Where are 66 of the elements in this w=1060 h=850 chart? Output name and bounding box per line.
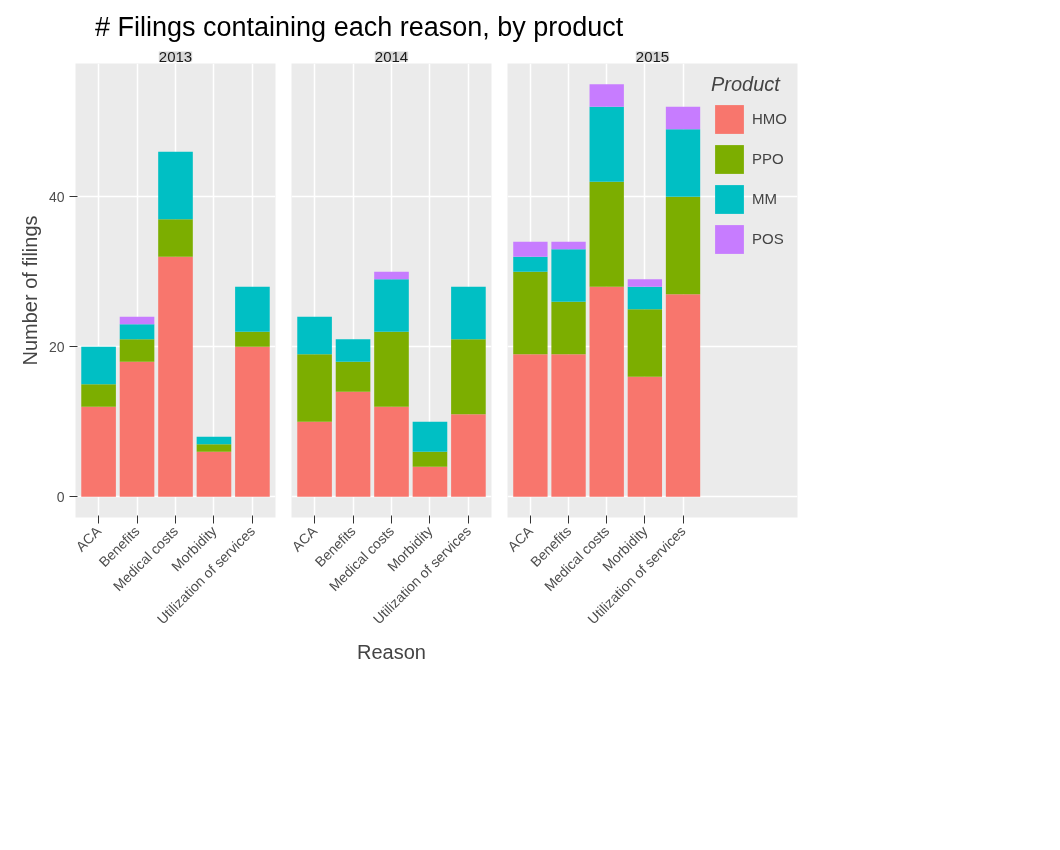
bar (551, 301, 586, 354)
bar (451, 413, 486, 497)
bar (81, 406, 116, 497)
bar (627, 308, 663, 377)
x-axis-title: Reason (357, 640, 426, 663)
bar (513, 256, 548, 272)
bar (627, 376, 663, 497)
bar (119, 316, 155, 324)
bar (374, 406, 409, 497)
bar (665, 196, 701, 294)
chart-subtitle: 2013 (158, 47, 193, 65)
bar (297, 316, 332, 354)
bar (412, 466, 448, 497)
bar (158, 218, 193, 257)
bar (235, 331, 270, 347)
bar (374, 271, 409, 279)
bar (665, 293, 701, 497)
bar (196, 451, 232, 497)
bar (551, 353, 586, 497)
bar (374, 331, 409, 407)
bar (81, 383, 116, 407)
bar (235, 346, 270, 497)
bar (589, 181, 624, 287)
legend-label: MM (752, 190, 777, 208)
bar (335, 391, 371, 497)
bar (412, 421, 448, 452)
bar (589, 83, 624, 107)
bar (158, 151, 193, 219)
bar (119, 361, 155, 497)
legend-label: POS (752, 230, 784, 248)
bar (412, 451, 448, 467)
bar (119, 323, 155, 339)
bar (451, 286, 486, 339)
bar (196, 443, 232, 452)
y-tick-label: 40 (48, 188, 65, 205)
bar (627, 286, 663, 309)
chart-subtitle: 2014 (374, 47, 409, 65)
chart-subtitle: 2015 (635, 47, 670, 65)
bar (158, 256, 193, 497)
y-tick-label: 0 (56, 488, 65, 505)
legend-title: Product (711, 72, 782, 96)
bar (589, 286, 624, 497)
legend-label: PPO (752, 150, 784, 168)
bar (551, 241, 586, 249)
bar (335, 338, 371, 362)
bar (513, 271, 548, 354)
bar (374, 278, 409, 332)
y-axis-title: Number of filings (18, 215, 41, 366)
bar (451, 338, 486, 414)
bar (119, 338, 155, 362)
bar (513, 241, 548, 257)
bar (297, 353, 332, 422)
bar (665, 128, 701, 197)
bar (297, 421, 332, 497)
text: # Filings containing each reason, by product (95, 11, 624, 44)
bar (81, 346, 116, 384)
y-tick-label: 20 (48, 338, 65, 355)
legend-label: HMO (752, 110, 787, 128)
bar (513, 353, 548, 497)
bar (196, 436, 232, 444)
bar (235, 286, 270, 332)
bar (335, 361, 371, 392)
bar (589, 106, 624, 182)
bar (627, 278, 663, 287)
bar (665, 106, 701, 129)
bar (551, 248, 586, 302)
